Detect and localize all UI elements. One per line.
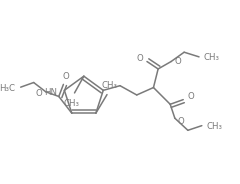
Text: O: O bbox=[178, 117, 184, 126]
Text: O: O bbox=[137, 54, 143, 63]
Text: CH₃: CH₃ bbox=[206, 122, 222, 131]
Text: H₃C: H₃C bbox=[0, 84, 15, 93]
Text: O: O bbox=[188, 92, 195, 101]
Text: O: O bbox=[175, 57, 182, 66]
Text: HN: HN bbox=[44, 88, 57, 97]
Text: CH₃: CH₃ bbox=[64, 99, 80, 108]
Text: CH₃: CH₃ bbox=[204, 53, 220, 62]
Text: O: O bbox=[35, 89, 42, 98]
Text: O: O bbox=[63, 72, 70, 81]
Text: CH₃: CH₃ bbox=[102, 81, 118, 90]
